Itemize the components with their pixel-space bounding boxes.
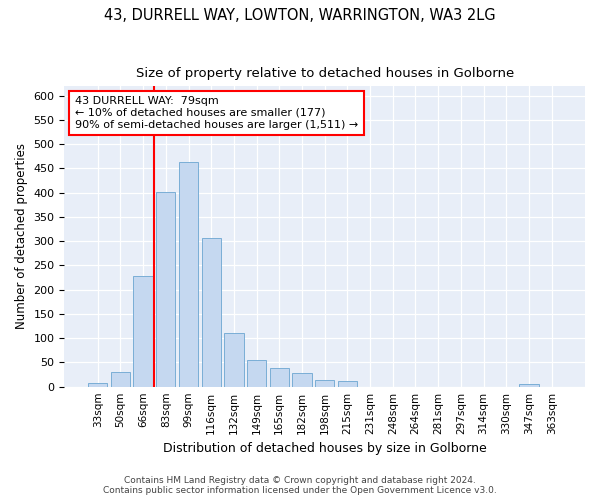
Bar xyxy=(133,276,153,386)
Bar xyxy=(156,192,175,386)
Bar xyxy=(269,368,289,386)
Text: Contains HM Land Registry data © Crown copyright and database right 2024.
Contai: Contains HM Land Registry data © Crown c… xyxy=(103,476,497,495)
Text: 43, DURRELL WAY, LOWTON, WARRINGTON, WA3 2LG: 43, DURRELL WAY, LOWTON, WARRINGTON, WA3… xyxy=(104,8,496,22)
Title: Size of property relative to detached houses in Golborne: Size of property relative to detached ho… xyxy=(136,68,514,80)
Bar xyxy=(202,238,221,386)
Bar xyxy=(88,384,107,386)
Bar xyxy=(111,372,130,386)
X-axis label: Distribution of detached houses by size in Golborne: Distribution of detached houses by size … xyxy=(163,442,487,455)
Bar xyxy=(224,334,244,386)
Bar xyxy=(247,360,266,386)
Bar xyxy=(315,380,334,386)
Bar xyxy=(338,381,357,386)
Bar xyxy=(292,373,311,386)
Bar xyxy=(179,162,198,386)
Y-axis label: Number of detached properties: Number of detached properties xyxy=(15,144,28,330)
Text: 43 DURRELL WAY:  79sqm
← 10% of detached houses are smaller (177)
90% of semi-de: 43 DURRELL WAY: 79sqm ← 10% of detached … xyxy=(75,96,358,130)
Bar xyxy=(520,384,539,386)
